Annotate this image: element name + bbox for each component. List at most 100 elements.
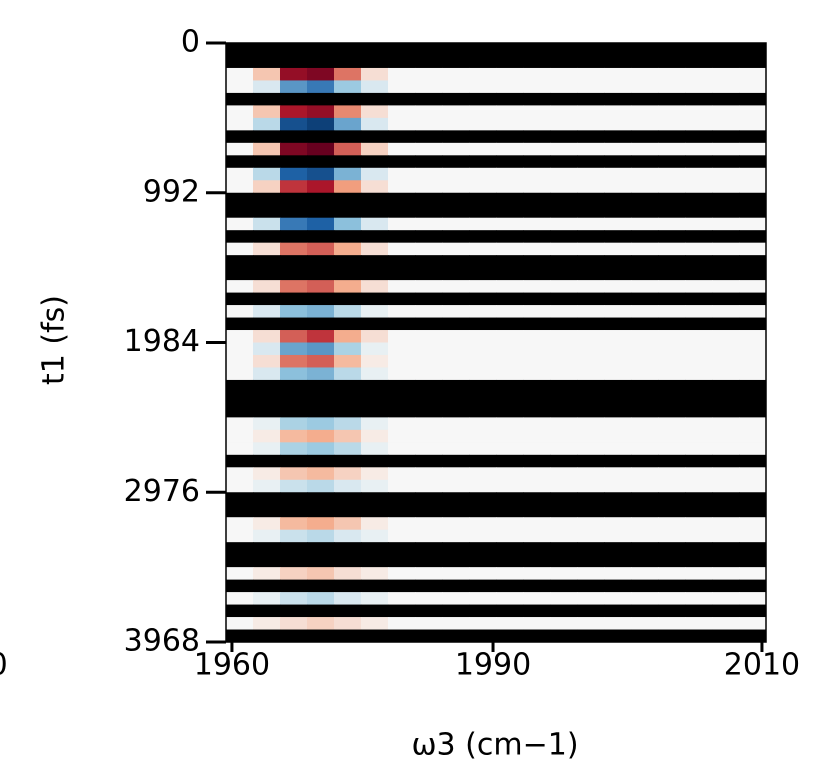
heatmap-cell [226, 117, 254, 131]
heatmap-cell [469, 592, 497, 606]
heatmap-cell [361, 517, 389, 531]
heatmap-cell [442, 492, 470, 506]
heatmap-cell [685, 267, 713, 281]
heatmap-cell [712, 504, 740, 518]
heatmap-cell [280, 617, 308, 631]
heatmap-cell [550, 305, 578, 319]
heatmap-cell [280, 80, 308, 94]
heatmap-cell [523, 180, 551, 194]
heatmap-cell [253, 517, 281, 531]
heatmap-cell [550, 604, 578, 618]
heatmap-cell [388, 467, 416, 481]
heatmap-cell [685, 529, 713, 543]
heatmap-cell [334, 242, 362, 256]
heatmap-cell [685, 604, 713, 618]
heatmap-cell [442, 155, 470, 169]
heatmap-cell [442, 130, 470, 144]
heatmap-cell [631, 155, 659, 169]
heatmap-cell [361, 305, 389, 319]
heatmap-cell [496, 317, 524, 331]
heatmap-cell [712, 280, 740, 294]
heatmap-cell [415, 617, 443, 631]
heatmap-cell [523, 354, 551, 368]
heatmap-cell [685, 554, 713, 568]
heatmap-cell [307, 467, 335, 481]
heatmap-cell [577, 392, 605, 406]
y-tick-label: 3968 [124, 624, 200, 659]
heatmap-cell [361, 43, 389, 56]
heatmap-cell [307, 567, 335, 581]
heatmap-cell [307, 404, 335, 418]
heatmap-cell [685, 55, 713, 69]
heatmap-cell [415, 280, 443, 294]
heatmap-cell [577, 280, 605, 294]
heatmap-cell [361, 317, 389, 331]
heatmap-cell [577, 55, 605, 69]
heatmap-cell [226, 292, 254, 306]
heatmap-cell [604, 105, 632, 119]
heatmap-cell [604, 55, 632, 69]
heatmap-cell [523, 592, 551, 606]
heatmap-cell [604, 80, 632, 94]
heatmap-cell [253, 392, 281, 406]
y-axis-label: t1 (fs) [37, 295, 72, 385]
heatmap-cell [280, 467, 308, 481]
heatmap-cell [442, 542, 470, 556]
heatmap-cell [523, 529, 551, 543]
heatmap-cell [523, 404, 551, 418]
heatmap-cell [658, 542, 686, 556]
heatmap-cell [658, 454, 686, 468]
heatmap-cell [280, 130, 308, 144]
heatmap-cell [658, 155, 686, 169]
heatmap-cell [226, 379, 254, 393]
heatmap-cell [226, 317, 254, 331]
heatmap-cell [388, 280, 416, 294]
heatmap-cell [631, 529, 659, 543]
heatmap-cell [712, 130, 740, 144]
heatmap-cell [442, 105, 470, 119]
heatmap-cell [253, 442, 281, 456]
heatmap-cell [442, 567, 470, 581]
heatmap-cell [550, 242, 578, 256]
heatmap-cell [631, 442, 659, 456]
heatmap-cell [334, 55, 362, 69]
heatmap-cell [658, 192, 686, 206]
heatmap-cell [496, 105, 524, 119]
heatmap-cell [658, 479, 686, 493]
heatmap-cell [658, 80, 686, 94]
heatmap-cell [550, 255, 578, 269]
heatmap-cell [712, 192, 740, 206]
heatmap-cell [469, 467, 497, 481]
heatmap-cell [631, 379, 659, 393]
heatmap-cell [226, 43, 254, 56]
heatmap-cell [388, 230, 416, 244]
heatmap-cell [280, 567, 308, 581]
heatmap-cell [739, 479, 767, 493]
heatmap-cell [253, 454, 281, 468]
heatmap-cell [550, 467, 578, 481]
heatmap-cell [604, 242, 632, 256]
heatmap-cell [226, 542, 254, 556]
heatmap-cell [226, 305, 254, 319]
heatmap-cell [577, 529, 605, 543]
heatmap-cell [280, 155, 308, 169]
heatmap-cell [496, 55, 524, 69]
heatmap-cell [442, 554, 470, 568]
heatmap-cell [712, 629, 740, 643]
heatmap-cell [442, 180, 470, 194]
heatmap-cell [658, 105, 686, 119]
heatmap-cell [712, 529, 740, 543]
heatmap-cell [226, 392, 254, 406]
heatmap-cell [604, 43, 632, 56]
heatmap-cell [253, 92, 281, 106]
heatmap-cell [280, 479, 308, 493]
heatmap-cell [361, 280, 389, 294]
heatmap-cell [469, 55, 497, 69]
heatmap-cell [361, 267, 389, 281]
heatmap-cell [604, 542, 632, 556]
heatmap-cell [469, 230, 497, 244]
heatmap-cell [604, 267, 632, 281]
heatmap-cell [577, 92, 605, 106]
heatmap-cell [577, 604, 605, 618]
heatmap-cell [550, 517, 578, 531]
